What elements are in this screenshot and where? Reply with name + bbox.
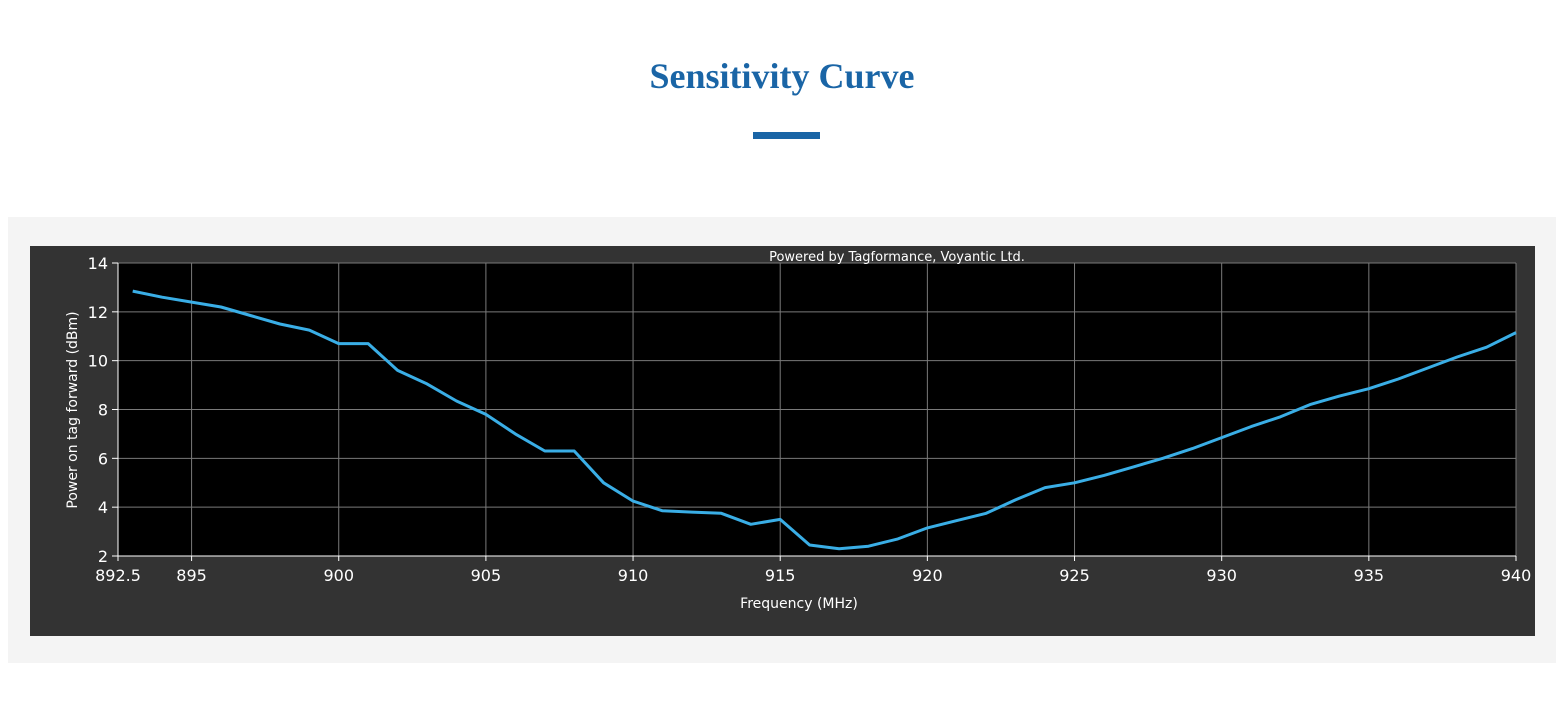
x-tick-label: 892.5 bbox=[95, 566, 141, 585]
x-axis-label: Frequency (MHz) bbox=[740, 596, 858, 612]
page-title: Sensitivity Curve bbox=[649, 56, 915, 96]
series-line-0 bbox=[132, 289, 1517, 551]
sensitivity-chart: 892.5 895 900 905 910 915 920 925 930 935 940 2 4 6 8 1… bbox=[65, 250, 1532, 612]
x-tick-label: 915 bbox=[765, 566, 796, 585]
x-tick-label: 895 bbox=[176, 566, 207, 585]
title-underline bbox=[753, 132, 820, 139]
x-tick-label: 925 bbox=[1059, 566, 1090, 585]
y-tick-label: 12 bbox=[88, 303, 108, 322]
x-tick-label: 940 bbox=[1501, 566, 1532, 585]
y-tick-label: 6 bbox=[98, 449, 108, 468]
x-tick-label: 905 bbox=[471, 566, 502, 585]
x-tick-label: 930 bbox=[1206, 566, 1237, 585]
y-tick-label: 4 bbox=[98, 498, 108, 517]
y-tick-label: 10 bbox=[88, 352, 108, 371]
grid-lines bbox=[118, 262, 1517, 556]
x-tick-label: 900 bbox=[323, 566, 354, 585]
x-tick-label: 935 bbox=[1354, 566, 1385, 585]
x-tick-label: 920 bbox=[912, 566, 943, 585]
y-axis-label: Power on tag forward (dBm) bbox=[65, 311, 81, 508]
series-layer bbox=[132, 289, 1517, 551]
x-tick-label: 910 bbox=[618, 566, 649, 585]
tick-labels: 892.5 895 900 905 910 915 920 925 930 935 940 2 4 6 8 1… bbox=[88, 254, 1532, 585]
chart-annotation: Powered by Tagformance, Voyantic Ltd. bbox=[769, 250, 1025, 265]
y-tick-label: 14 bbox=[88, 254, 108, 273]
y-tick-label: 2 bbox=[98, 547, 108, 566]
chart-frame: 892.5 895 900 905 910 915 920 925 930 935 940 2 4 6 8 1… bbox=[30, 246, 1535, 636]
y-tick-label: 8 bbox=[98, 401, 108, 420]
axes bbox=[112, 262, 1517, 561]
chart-panel: 892.5 895 900 905 910 915 920 925 930 935 940 2 4 6 8 1… bbox=[8, 217, 1556, 663]
